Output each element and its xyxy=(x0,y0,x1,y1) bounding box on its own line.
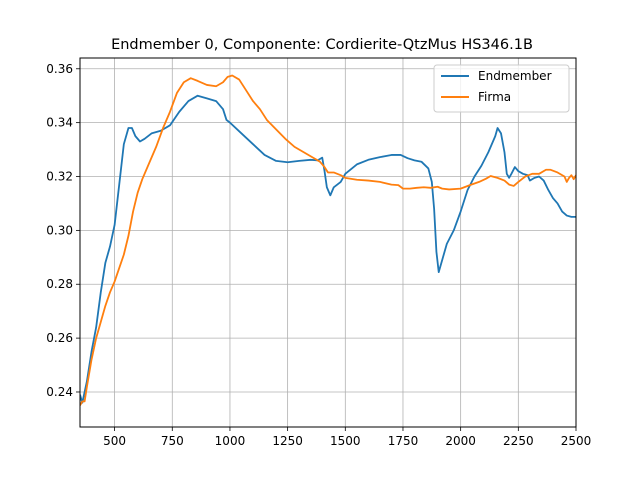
chart-title: Endmember 0, Componente: Cordierite-QtzM… xyxy=(111,37,533,53)
x-tick-label: 2500 xyxy=(561,434,592,448)
grid-lines xyxy=(80,58,577,427)
legend-label-endmember: Endmember xyxy=(478,69,552,83)
x-tick-label: 1250 xyxy=(272,434,303,448)
x-tick-label: 500 xyxy=(103,434,126,448)
x-tick-label: 2000 xyxy=(445,434,476,448)
axes-frame xyxy=(79,57,577,428)
x-tick-label: 1500 xyxy=(330,434,361,448)
y-tick-label: 0.26 xyxy=(46,331,73,345)
x-tick-label: 750 xyxy=(161,434,184,448)
x-axis: 500 750 1000 1250 1500 1750 2000 2250 2500 xyxy=(103,427,591,448)
series-line-endmember xyxy=(80,94,576,404)
y-tick-label: 0.36 xyxy=(46,62,73,76)
x-tick-label: 1000 xyxy=(215,434,246,448)
y-tick-label: 0.24 xyxy=(46,385,73,399)
x-tick-label: 1750 xyxy=(388,434,419,448)
x-tick-label: 2250 xyxy=(503,434,534,448)
y-axis: 0.24 0.26 0.28 0.30 0.32 0.34 0.36 xyxy=(46,62,80,399)
y-tick-label: 0.28 xyxy=(46,277,73,291)
series-line-firma xyxy=(80,74,576,406)
legend-label-firma: Firma xyxy=(478,90,511,104)
y-tick-label: 0.32 xyxy=(46,170,73,184)
y-tick-label: 0.34 xyxy=(46,116,73,130)
y-tick-label: 0.30 xyxy=(46,223,73,237)
plot-area xyxy=(80,74,576,406)
legend: Endmember Firma xyxy=(433,64,570,113)
